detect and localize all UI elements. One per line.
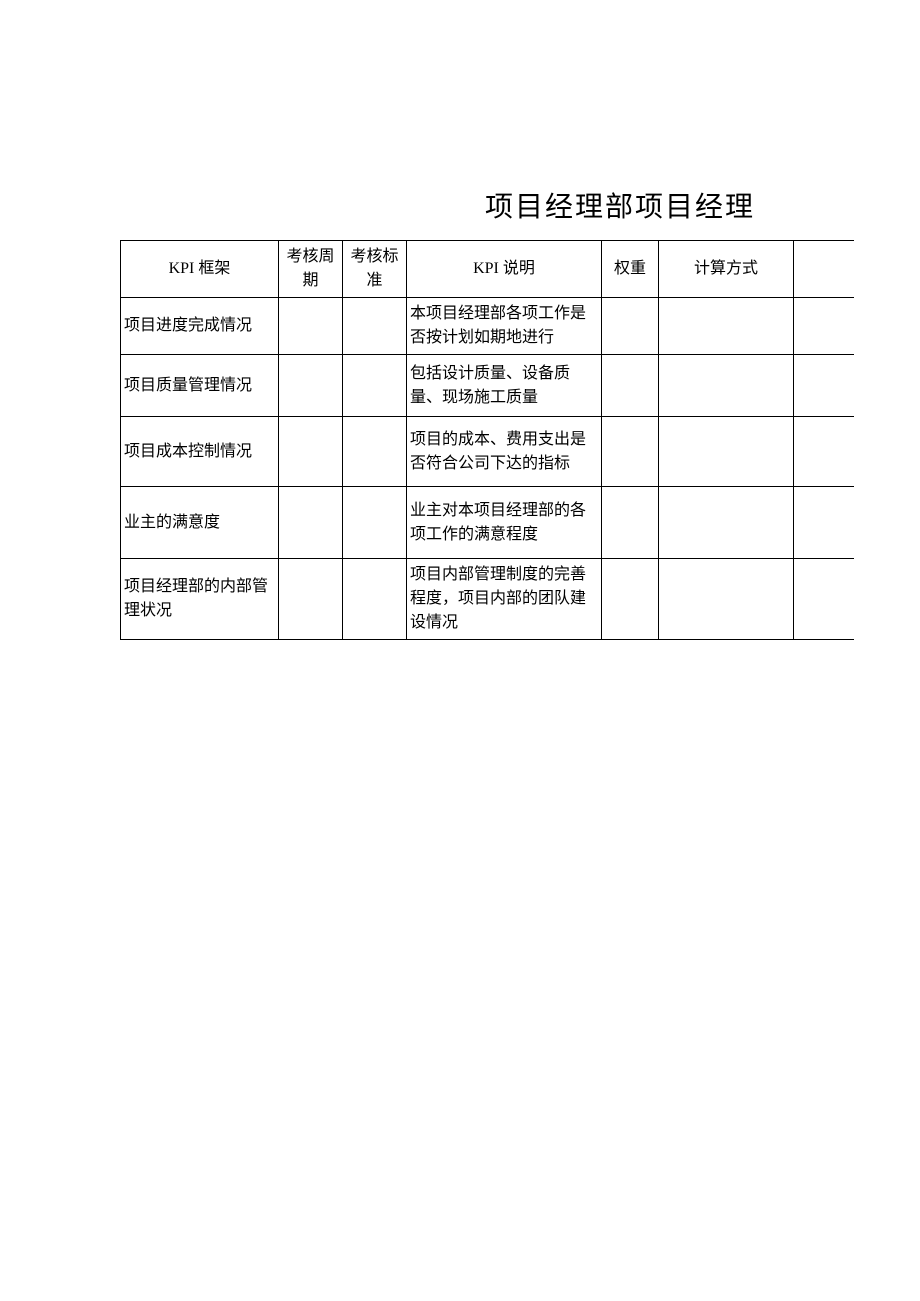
cell-kpi-frame: 项目经理部的内部管理状况 bbox=[121, 559, 279, 640]
cell-calc bbox=[659, 298, 794, 355]
cell-extra bbox=[794, 298, 854, 355]
header-desc: KPI 说明 bbox=[407, 241, 602, 298]
cell-cycle bbox=[279, 355, 343, 417]
cell-kpi-frame: 项目成本控制情况 bbox=[121, 417, 279, 487]
cell-extra bbox=[794, 487, 854, 559]
cell-extra bbox=[794, 417, 854, 487]
cell-desc: 业主对本项目经理部的各项工作的满意程度 bbox=[407, 487, 602, 559]
table-row: 项目质量管理情况 包括设计质量、设备质量、现场施工质量 bbox=[121, 355, 854, 417]
cell-desc: 项目内部管理制度的完善程度，项目内部的团队建设情况 bbox=[407, 559, 602, 640]
cell-standard bbox=[343, 355, 407, 417]
table-row: 项目进度完成情况 本项目经理部各项工作是否按计划如期地进行 bbox=[121, 298, 854, 355]
cell-cycle bbox=[279, 559, 343, 640]
cell-desc: 本项目经理部各项工作是否按计划如期地进行 bbox=[407, 298, 602, 355]
cell-desc: 项目的成本、费用支出是否符合公司下达的指标 bbox=[407, 417, 602, 487]
kpi-table: KPI 框架 考核周期 考核标准 KPI 说明 权重 计算方式 项目进度完成情况… bbox=[120, 240, 854, 640]
table-row: 项目经理部的内部管理状况 项目内部管理制度的完善程度，项目内部的团队建设情况 bbox=[121, 559, 854, 640]
cell-cycle bbox=[279, 417, 343, 487]
cell-weight bbox=[602, 298, 659, 355]
cell-extra bbox=[794, 559, 854, 640]
header-weight: 权重 bbox=[602, 241, 659, 298]
table-row: 项目成本控制情况 项目的成本、费用支出是否符合公司下达的指标 bbox=[121, 417, 854, 487]
table-row: 业主的满意度 业主对本项目经理部的各项工作的满意程度 bbox=[121, 487, 854, 559]
cell-calc bbox=[659, 559, 794, 640]
cell-standard bbox=[343, 559, 407, 640]
cell-calc bbox=[659, 355, 794, 417]
cell-cycle bbox=[279, 298, 343, 355]
cell-kpi-frame: 项目质量管理情况 bbox=[121, 355, 279, 417]
table-header-row: KPI 框架 考核周期 考核标准 KPI 说明 权重 计算方式 bbox=[121, 241, 854, 298]
cell-calc bbox=[659, 487, 794, 559]
header-calc: 计算方式 bbox=[659, 241, 794, 298]
cell-weight bbox=[602, 417, 659, 487]
cell-kpi-frame: 项目进度完成情况 bbox=[121, 298, 279, 355]
header-kpi-frame: KPI 框架 bbox=[121, 241, 279, 298]
page-title: 项目经理部项目经理 bbox=[120, 185, 920, 225]
page-container: 项目经理部项目经理 KPI 框架 考核周期 考核标准 KPI 说明 权重 计算方… bbox=[0, 0, 920, 640]
cell-standard bbox=[343, 417, 407, 487]
cell-desc: 包括设计质量、设备质量、现场施工质量 bbox=[407, 355, 602, 417]
cell-calc bbox=[659, 417, 794, 487]
cell-standard bbox=[343, 298, 407, 355]
header-cycle: 考核周期 bbox=[279, 241, 343, 298]
cell-weight bbox=[602, 487, 659, 559]
cell-extra bbox=[794, 355, 854, 417]
cell-weight bbox=[602, 355, 659, 417]
cell-cycle bbox=[279, 487, 343, 559]
header-extra bbox=[794, 241, 854, 298]
header-standard: 考核标准 bbox=[343, 241, 407, 298]
cell-weight bbox=[602, 559, 659, 640]
cell-standard bbox=[343, 487, 407, 559]
cell-kpi-frame: 业主的满意度 bbox=[121, 487, 279, 559]
